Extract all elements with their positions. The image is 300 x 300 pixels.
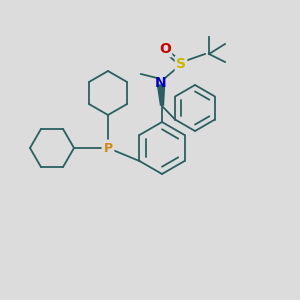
Polygon shape (158, 85, 164, 105)
Text: N: N (155, 76, 167, 90)
Text: O: O (159, 42, 171, 56)
Text: P: P (103, 142, 112, 154)
Text: S: S (176, 57, 186, 71)
